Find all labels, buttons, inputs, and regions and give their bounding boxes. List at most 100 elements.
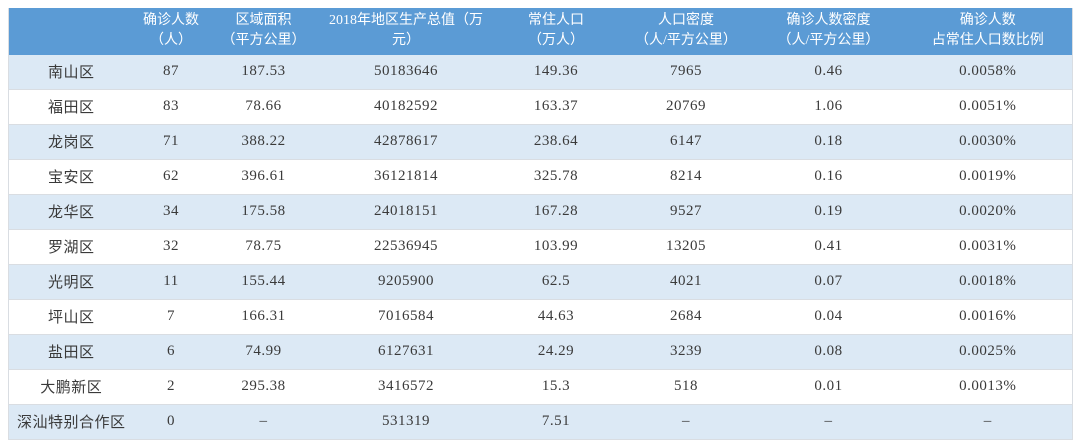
gdp-cell: 42878617 <box>318 124 494 160</box>
table-row: 大鹏新区 2 295.38 3416572 15.3 518 0.01 0.0013% <box>8 369 1073 405</box>
population-cell: 167.28 <box>493 194 619 230</box>
table-row: 盐田区 6 74.99 6127631 24.29 3239 0.08 0.0025% <box>8 334 1073 370</box>
confirmed-density-cell: 0.18 <box>753 124 904 160</box>
population-cell: 163.37 <box>493 89 619 125</box>
confirmed-ratio-cell: 0.0019% <box>903 159 1073 195</box>
population-cell: 7.51 <box>493 404 619 440</box>
confirmed-density-cell: 0.01 <box>753 369 904 405</box>
pop-density-cell: 8214 <box>618 159 754 195</box>
population-cell: 325.78 <box>493 159 619 195</box>
population-cell: 103.99 <box>493 229 619 265</box>
gdp-cell: 7016584 <box>318 299 494 335</box>
district-cell: 坪山区 <box>8 299 134 335</box>
table-body: 南山区 87 187.53 50183646 149.36 7965 0.46 0.0058%… <box>8 54 1073 440</box>
confirmed-density-cell: 0.41 <box>753 229 904 265</box>
pop-density-cell: 3239 <box>618 334 754 370</box>
area-cell: 74.99 <box>208 334 319 370</box>
confirmed-ratio-cell: 0.0030% <box>903 124 1073 160</box>
confirmed-density-cell: 0.19 <box>753 194 904 230</box>
confirmed-cell: 34 <box>133 194 209 230</box>
confirmed-ratio-cell: 0.0016% <box>903 299 1073 335</box>
table-row: 光明区 11 155.44 9205900 62.5 4021 0.07 0.0018% <box>8 264 1073 300</box>
confirmed-ratio-cell: 0.0031% <box>903 229 1073 265</box>
population-cell: 24.29 <box>493 334 619 370</box>
district-stats-table: 确诊人数 （人） 区域面积 （平方公里） 2018年地区生产总值（万 元） 常住人口 … <box>8 8 1073 440</box>
confirmed-density-cell: 1.06 <box>753 89 904 125</box>
pop-density-cell: 13205 <box>618 229 754 265</box>
table-row: 龙岗区 71 388.22 42878617 238.64 6147 0.18 0.0030% <box>8 124 1073 160</box>
confirmed-density-cell: 0.04 <box>753 299 904 335</box>
gdp-cell: 40182592 <box>318 89 494 125</box>
district-cell: 南山区 <box>8 54 134 90</box>
gdp-cell: 36121814 <box>318 159 494 195</box>
confirmed-column-header: 确诊人数 （人） <box>133 8 209 55</box>
gdp-column-header: 2018年地区生产总值（万 元） <box>318 8 494 55</box>
district-cell: 光明区 <box>8 264 134 300</box>
gdp-cell: 22536945 <box>318 229 494 265</box>
confirmed-cell: 62 <box>133 159 209 195</box>
pop-density-cell: 518 <box>618 369 754 405</box>
pop-density-cell: 7965 <box>618 54 754 90</box>
gdp-cell: 50183646 <box>318 54 494 90</box>
area-cell: 175.58 <box>208 194 319 230</box>
confirmed-ratio-cell: 0.0025% <box>903 334 1073 370</box>
area-cell: 396.61 <box>208 159 319 195</box>
district-cell: 龙岗区 <box>8 124 134 160</box>
table-header: 确诊人数 （人） 区域面积 （平方公里） 2018年地区生产总值（万 元） 常住人口 … <box>8 8 1073 55</box>
district-cell: 盐田区 <box>8 334 134 370</box>
population-cell: 62.5 <box>493 264 619 300</box>
table-row: 宝安区 62 396.61 36121814 325.78 8214 0.16 0.0019% <box>8 159 1073 195</box>
confirmed-density-cell: 0.16 <box>753 159 904 195</box>
area-cell: 295.38 <box>208 369 319 405</box>
table-row: 南山区 87 187.53 50183646 149.36 7965 0.46 0.0058% <box>8 54 1073 90</box>
confirmed-ratio-cell: 0.0058% <box>903 54 1073 90</box>
pop-density-column-header: 人口密度 （人/平方公里） <box>618 8 754 55</box>
area-cell: 388.22 <box>208 124 319 160</box>
district-cell: 深汕特别合作区 <box>8 404 134 440</box>
area-cell: – <box>208 404 319 440</box>
pop-density-cell: 9527 <box>618 194 754 230</box>
table-row: 坪山区 7 166.31 7016584 44.63 2684 0.04 0.0016% <box>8 299 1073 335</box>
confirmed-cell: 2 <box>133 369 209 405</box>
area-cell: 155.44 <box>208 264 319 300</box>
table-row: 龙华区 34 175.58 24018151 167.28 9527 0.19 0.0020% <box>8 194 1073 230</box>
gdp-cell: 3416572 <box>318 369 494 405</box>
area-cell: 187.53 <box>208 54 319 90</box>
population-column-header: 常住人口 （万人） <box>493 8 619 55</box>
confirmed-ratio-cell: 0.0020% <box>903 194 1073 230</box>
pop-density-cell: 20769 <box>618 89 754 125</box>
area-column-header: 区域面积 （平方公里） <box>208 8 319 55</box>
confirmed-cell: 6 <box>133 334 209 370</box>
confirmed-ratio-cell: – <box>903 404 1073 440</box>
confirmed-cell: 7 <box>133 299 209 335</box>
pop-density-cell: – <box>618 404 754 440</box>
population-cell: 238.64 <box>493 124 619 160</box>
confirmed-cell: 32 <box>133 229 209 265</box>
population-cell: 15.3 <box>493 369 619 405</box>
confirmed-density-column-header: 确诊人数密度 （人/平方公里） <box>753 8 904 55</box>
confirmed-cell: 83 <box>133 89 209 125</box>
district-cell: 福田区 <box>8 89 134 125</box>
population-cell: 44.63 <box>493 299 619 335</box>
area-cell: 166.31 <box>208 299 319 335</box>
confirmed-density-cell: 0.08 <box>753 334 904 370</box>
confirmed-density-cell: 0.46 <box>753 54 904 90</box>
gdp-cell: 531319 <box>318 404 494 440</box>
confirmed-cell: 11 <box>133 264 209 300</box>
table-row: 福田区 83 78.66 40182592 163.37 20769 1.06 0.0051% <box>8 89 1073 125</box>
pop-density-cell: 4021 <box>618 264 754 300</box>
gdp-cell: 6127631 <box>318 334 494 370</box>
confirmed-density-cell: 0.07 <box>753 264 904 300</box>
district-cell: 大鹏新区 <box>8 369 134 405</box>
confirmed-ratio-cell: 0.0051% <box>903 89 1073 125</box>
pop-density-cell: 6147 <box>618 124 754 160</box>
confirmed-ratio-column-header: 确诊人数 占常住人口数比例 <box>903 8 1073 55</box>
area-cell: 78.66 <box>208 89 319 125</box>
confirmed-cell: 87 <box>133 54 209 90</box>
population-cell: 149.36 <box>493 54 619 90</box>
district-cell: 宝安区 <box>8 159 134 195</box>
confirmed-density-cell: – <box>753 404 904 440</box>
district-cell: 龙华区 <box>8 194 134 230</box>
table-row: 深汕特别合作区 0–531319 7.51– – – <box>8 404 1073 440</box>
